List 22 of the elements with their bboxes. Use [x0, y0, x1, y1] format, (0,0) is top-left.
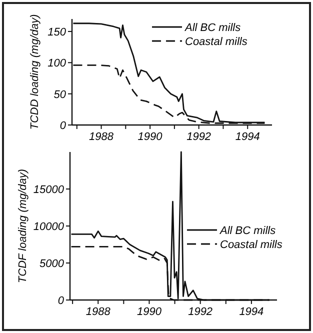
legend-label: Coastal mills	[220, 239, 283, 251]
y-tick-label: 15000	[33, 184, 65, 196]
x-tick-label: 1990	[136, 306, 162, 318]
legend-label: Coastal mills	[185, 36, 248, 48]
y-tick-label: 50	[54, 88, 67, 101]
x-tick-label: 1994	[239, 306, 264, 318]
y-axis-title: TCDF loading (mg/day)	[17, 168, 29, 284]
legend-label: All BC mills	[219, 225, 276, 237]
x-tick-label: 1992	[186, 131, 212, 143]
legend-label: All BC mills	[184, 22, 242, 34]
y-tick-label: 10000	[33, 221, 65, 233]
x-tick-label: 1988	[89, 131, 114, 143]
x-tick-label: 1990	[138, 131, 164, 143]
y-tick-label: 0	[58, 295, 65, 307]
x-tick-label: 1992	[188, 306, 213, 318]
x-tick-label: 1994	[235, 131, 260, 143]
y-tick-label: 100	[48, 58, 67, 70]
x-tick-label: 1988	[86, 306, 112, 318]
y-tick-label: 0	[60, 120, 67, 132]
y-tick-label: 5000	[40, 258, 65, 270]
y-tick-label: 150	[48, 26, 67, 38]
y-axis-title: TCDD loading (mg/day)	[29, 14, 41, 130]
